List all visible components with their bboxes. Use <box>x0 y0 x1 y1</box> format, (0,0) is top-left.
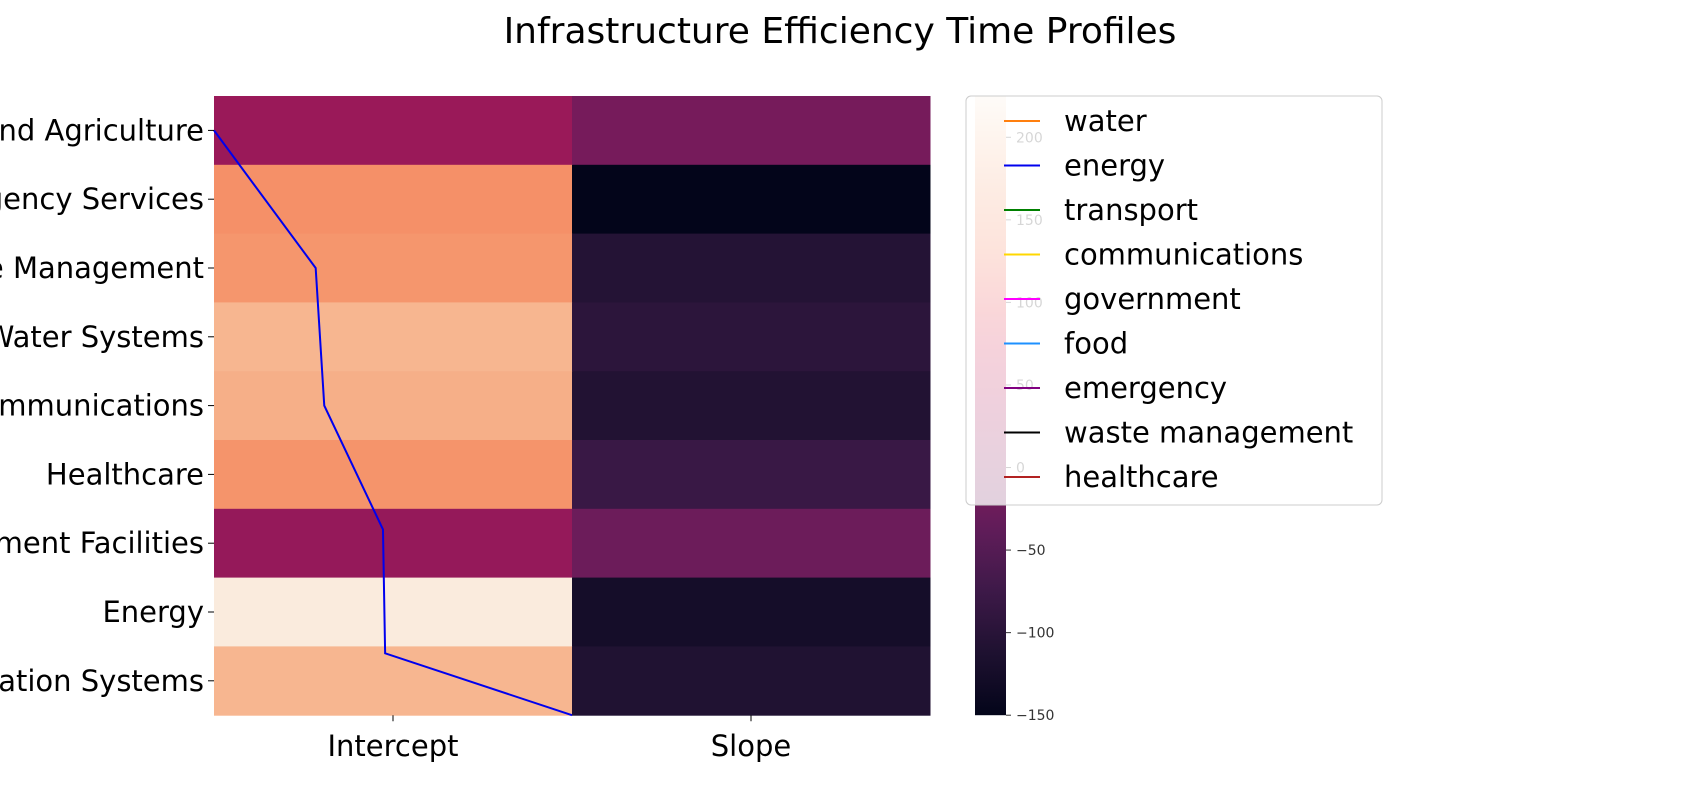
heatmap-cell <box>572 302 931 372</box>
heatmap-cell <box>214 508 573 579</box>
colorbar-tick-label: −150 <box>1016 708 1054 724</box>
overlay-line-layer <box>213 129 573 717</box>
colorbar-tick-label: −50 <box>1016 543 1046 559</box>
heatmap-cell <box>214 646 573 716</box>
legend-label: healthcare <box>1064 460 1219 494</box>
heatmap-cell <box>572 233 931 303</box>
column-labels: Intercept Slope <box>328 715 791 763</box>
heatmap-cell <box>572 508 931 579</box>
heatmap-cell <box>572 577 931 647</box>
heatmap-cell <box>214 96 573 166</box>
row-label: Waste Management <box>0 251 204 285</box>
heatmap-cells <box>214 96 931 716</box>
row-label: Food and Agriculture <box>0 113 204 147</box>
row-label: Energy <box>102 595 204 629</box>
heatmap-cell <box>572 646 931 716</box>
legend-label: energy <box>1064 149 1165 183</box>
heatmap-cell <box>214 302 573 372</box>
legend-label: food <box>1064 327 1128 361</box>
heatmap-cell <box>214 371 573 441</box>
row-labels: Food and Agriculture Emergency Services Wa… <box>0 113 214 698</box>
legend-label: transport <box>1064 193 1198 227</box>
heatmap-cell <box>214 233 573 303</box>
legend-label: communications <box>1064 238 1303 272</box>
heatmap-cell <box>214 577 573 647</box>
heatmap-cell <box>572 164 931 235</box>
legend: water energy transport communications govern… <box>965 95 1383 506</box>
row-label: Healthcare <box>46 457 204 491</box>
legend-box <box>965 95 1383 506</box>
heatmap-cell <box>572 440 931 510</box>
legend-label: emergency <box>1064 371 1227 405</box>
heatmap-cell <box>214 164 573 235</box>
colorbar-tick-label: −100 <box>1016 626 1054 642</box>
column-label: Intercept <box>328 729 459 763</box>
row-label: Emergency Services <box>0 182 204 216</box>
column-label: Slope <box>711 729 791 763</box>
heatmap-cell <box>214 440 573 510</box>
heatmap-cell <box>572 371 931 441</box>
chart-title: Infrastructure Efficiency Time Profiles <box>504 11 1177 52</box>
legend-label: government <box>1064 282 1241 316</box>
legend-label: waste management <box>1064 416 1353 450</box>
row-label: Transportation Systems <box>0 664 204 698</box>
row-label: Government Facilities <box>0 526 204 560</box>
overlay-line-energy <box>213 129 573 717</box>
legend-label: water <box>1064 104 1147 138</box>
heatmap-cell <box>572 96 931 166</box>
row-label: Communications <box>0 389 204 423</box>
row-label: Water Systems <box>0 320 204 354</box>
